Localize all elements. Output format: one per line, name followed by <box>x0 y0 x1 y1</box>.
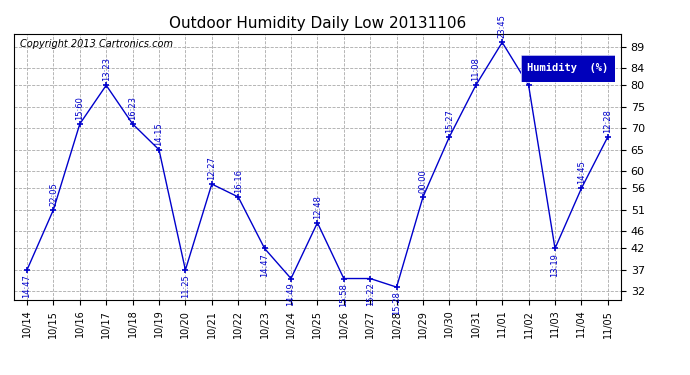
Text: 15:28: 15:28 <box>392 291 401 315</box>
Text: 13:23: 13:23 <box>101 57 110 81</box>
Text: 12:27: 12:27 <box>207 156 216 180</box>
Text: 16:16: 16:16 <box>234 169 243 193</box>
Text: 15:60: 15:60 <box>75 96 84 120</box>
Text: 14:47: 14:47 <box>260 253 269 276</box>
Text: 14:15: 14:15 <box>155 122 164 146</box>
Text: Copyright 2013 Cartronics.com: Copyright 2013 Cartronics.com <box>20 39 173 49</box>
Text: 14:47: 14:47 <box>23 274 32 298</box>
Text: 11:08: 11:08 <box>471 57 480 81</box>
Text: 15:27: 15:27 <box>445 109 454 133</box>
Text: 14:49: 14:49 <box>286 283 295 306</box>
Title: Outdoor Humidity Daily Low 20131106: Outdoor Humidity Daily Low 20131106 <box>169 16 466 31</box>
Text: 12:28: 12:28 <box>603 109 612 133</box>
Text: 15:58: 15:58 <box>339 283 348 307</box>
Text: 14:45: 14:45 <box>577 160 586 184</box>
Text: 00:00: 00:00 <box>419 169 428 193</box>
Text: 23:45: 23:45 <box>497 14 506 38</box>
Text: 16:23: 16:23 <box>128 96 137 120</box>
Text: 11:25: 11:25 <box>181 274 190 298</box>
Text: 11:36: 11:36 <box>524 57 533 81</box>
Text: 12:48: 12:48 <box>313 195 322 219</box>
Text: 22:05: 22:05 <box>49 182 58 206</box>
Text: 13:19: 13:19 <box>551 253 560 276</box>
Text: 15:22: 15:22 <box>366 283 375 306</box>
